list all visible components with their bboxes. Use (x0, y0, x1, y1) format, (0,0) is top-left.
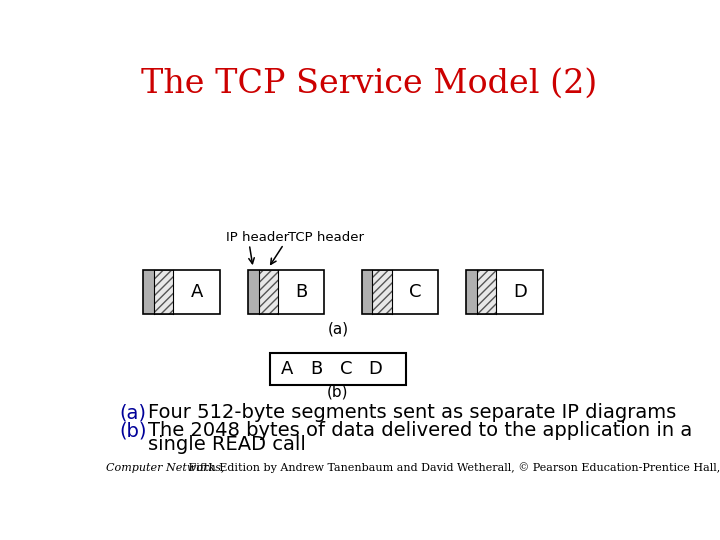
Bar (477, 269, 497, 314)
Bar (372, 269, 392, 314)
Bar (467, 269, 543, 314)
Bar (361, 269, 438, 314)
Text: D: D (513, 283, 526, 301)
Text: (a): (a) (328, 321, 348, 336)
Text: (b): (b) (328, 384, 348, 400)
Bar (143, 269, 220, 314)
Bar (372, 269, 392, 314)
Text: B: B (310, 360, 323, 378)
Bar (361, 269, 438, 314)
Bar (361, 269, 372, 314)
Text: A: A (190, 283, 203, 301)
Text: The 2048 bytes of data delivered to the application in a: The 2048 bytes of data delivered to the … (148, 421, 693, 440)
Text: D: D (369, 360, 382, 378)
Text: A: A (281, 360, 294, 378)
Bar (467, 269, 477, 314)
Bar (477, 269, 497, 314)
Bar (143, 269, 154, 314)
Bar (154, 269, 174, 314)
Bar (258, 269, 278, 314)
Text: (a): (a) (120, 403, 146, 422)
Bar (248, 269, 325, 314)
Text: Fifth Edition by Andrew Tanenbaum and David Wetherall, © Pearson Education-Prent: Fifth Edition by Andrew Tanenbaum and Da… (185, 462, 720, 473)
Text: IP header: IP header (225, 231, 289, 244)
Text: Computer Networks,: Computer Networks, (106, 463, 224, 473)
Bar (248, 269, 258, 314)
Bar (143, 269, 220, 314)
Text: single READ call: single READ call (148, 435, 306, 454)
Text: (b): (b) (120, 421, 147, 440)
Bar (154, 269, 174, 314)
Text: C: C (409, 283, 421, 301)
Text: The TCP Service Model (2): The TCP Service Model (2) (141, 68, 597, 100)
Text: Four 512-byte segments sent as separate IP diagrams: Four 512-byte segments sent as separate … (148, 403, 676, 422)
Bar (467, 269, 543, 314)
Text: TCP header: TCP header (287, 231, 364, 244)
Text: B: B (295, 283, 307, 301)
Bar (270, 353, 406, 385)
Text: C: C (340, 360, 352, 378)
Bar (258, 269, 278, 314)
Bar (248, 269, 325, 314)
